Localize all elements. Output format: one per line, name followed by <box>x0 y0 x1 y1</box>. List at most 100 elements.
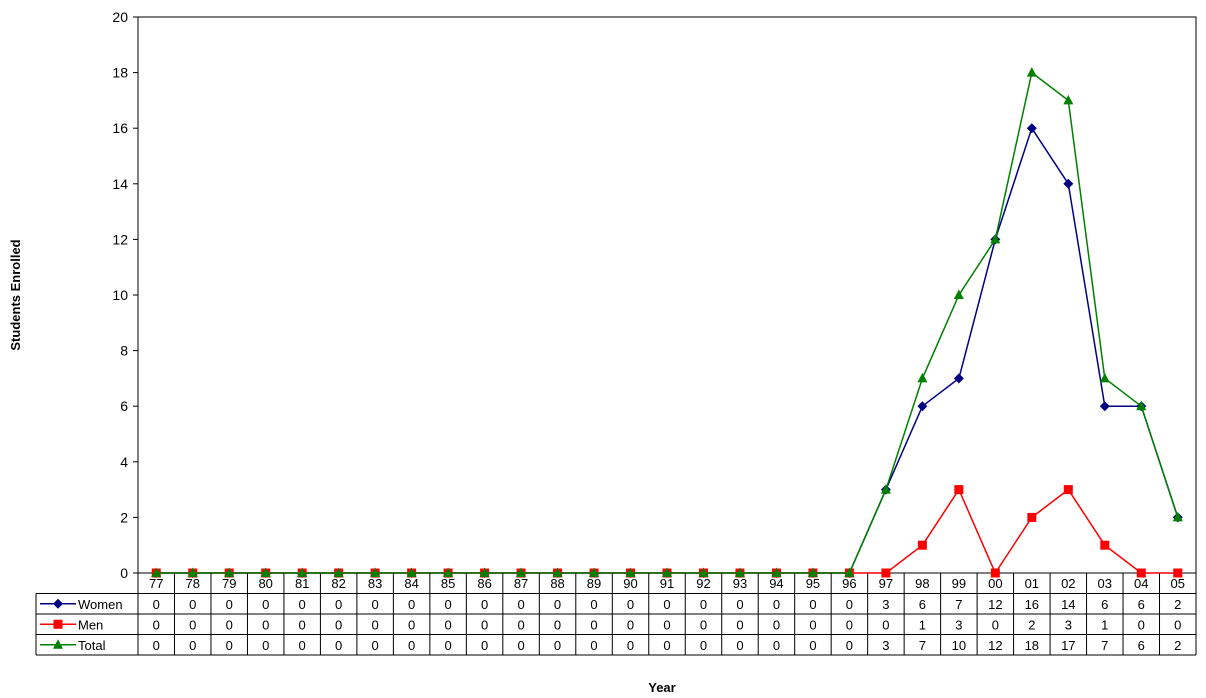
table-value: 0 <box>481 638 488 653</box>
point-total <box>1100 373 1110 383</box>
table-value: 0 <box>444 638 451 653</box>
table-value: 6 <box>919 597 926 612</box>
y-tick-label: 2 <box>120 509 128 525</box>
legend-label-total: Total <box>78 638 106 653</box>
point-total <box>1063 95 1073 105</box>
table-value: 12 <box>988 597 1002 612</box>
y-tick-label: 12 <box>112 231 128 247</box>
table-value: 0 <box>554 638 561 653</box>
table-value: 14 <box>1061 597 1075 612</box>
table-value: 0 <box>226 617 233 632</box>
y-tick-label: 0 <box>120 565 128 581</box>
table-value: 0 <box>846 597 853 612</box>
table-value: 2 <box>1174 638 1181 653</box>
plot-border <box>138 17 1196 573</box>
category-label: 95 <box>806 576 820 591</box>
table-value: 0 <box>335 638 342 653</box>
table-value: 0 <box>444 617 451 632</box>
table-value: 0 <box>590 638 597 653</box>
category-label: 80 <box>258 576 272 591</box>
category-label: 96 <box>842 576 856 591</box>
category-label: 83 <box>368 576 382 591</box>
category-label: 93 <box>733 576 747 591</box>
category-label: 91 <box>660 576 674 591</box>
table-value: 0 <box>736 638 743 653</box>
table-value: 17 <box>1061 638 1075 653</box>
plot-area <box>138 17 1196 573</box>
y-tick-label: 14 <box>112 176 128 192</box>
table-value: 0 <box>299 597 306 612</box>
point-men <box>1027 513 1036 522</box>
table-value: 0 <box>262 638 269 653</box>
table-value: 0 <box>663 638 670 653</box>
y-axis-label: Students Enrolled <box>8 239 23 350</box>
table-value: 6 <box>1101 597 1108 612</box>
y-tick-label: 8 <box>120 343 128 359</box>
legend-label-women: Women <box>78 597 123 612</box>
table-value: 0 <box>481 597 488 612</box>
table-value: 0 <box>590 597 597 612</box>
point-men <box>918 541 927 550</box>
point-total <box>917 373 927 383</box>
table-value: 0 <box>773 617 780 632</box>
category-label: 94 <box>769 576 783 591</box>
y-tick-label: 4 <box>120 454 128 470</box>
category-label: 79 <box>222 576 236 591</box>
table-value: 0 <box>517 597 524 612</box>
table-value: 0 <box>736 617 743 632</box>
series-layer <box>151 67 1183 578</box>
table-value: 0 <box>773 638 780 653</box>
category-label: 81 <box>295 576 309 591</box>
table-value: 0 <box>189 597 196 612</box>
category-label: 87 <box>514 576 528 591</box>
table-value: 3 <box>955 617 962 632</box>
table-value: 1 <box>1101 617 1108 632</box>
table-value: 0 <box>262 597 269 612</box>
table-value: 0 <box>554 597 561 612</box>
point-men <box>954 485 963 494</box>
category-label: 82 <box>331 576 345 591</box>
table-value: 0 <box>663 617 670 632</box>
y-tick-label: 10 <box>112 287 128 303</box>
table-value: 16 <box>1025 597 1039 612</box>
table-value: 0 <box>408 597 415 612</box>
table-value: 3 <box>882 597 889 612</box>
table-value: 0 <box>299 617 306 632</box>
table-value: 7 <box>955 597 962 612</box>
table-value: 6 <box>1138 638 1145 653</box>
table-value: 3 <box>882 638 889 653</box>
category-label: 03 <box>1098 576 1112 591</box>
point-men <box>1100 541 1109 550</box>
y-tick-label: 6 <box>120 398 128 414</box>
table-value: 1 <box>919 617 926 632</box>
table-value: 0 <box>627 638 634 653</box>
table-value: 0 <box>846 617 853 632</box>
legend-marker-men <box>54 620 63 629</box>
data-table: 77 78 79 80 81 82 83 84 85 86 87 88 89 90 91 92 93 94 95 96… <box>36 573 1196 655</box>
table-value: 0 <box>189 638 196 653</box>
table-value: 0 <box>992 617 999 632</box>
table-value: 0 <box>153 597 160 612</box>
table-value: 0 <box>153 617 160 632</box>
series-line-men <box>156 490 1178 573</box>
legend-label-men: Men <box>78 617 103 632</box>
category-label: 00 <box>988 576 1002 591</box>
table-value: 0 <box>809 638 816 653</box>
table-value: 0 <box>736 597 743 612</box>
table-value: 0 <box>663 597 670 612</box>
x-axis-label: Year <box>648 680 675 695</box>
table-value: 0 <box>408 638 415 653</box>
table-value: 0 <box>1138 617 1145 632</box>
table-value: 0 <box>189 617 196 632</box>
category-label: 98 <box>915 576 929 591</box>
point-men <box>1064 485 1073 494</box>
table-value: 0 <box>226 638 233 653</box>
table-value: 0 <box>700 597 707 612</box>
table-value: 0 <box>773 597 780 612</box>
category-label: 92 <box>696 576 710 591</box>
category-label: 86 <box>477 576 491 591</box>
table-value: 0 <box>153 638 160 653</box>
table-value: 0 <box>517 638 524 653</box>
table-value: 0 <box>335 597 342 612</box>
